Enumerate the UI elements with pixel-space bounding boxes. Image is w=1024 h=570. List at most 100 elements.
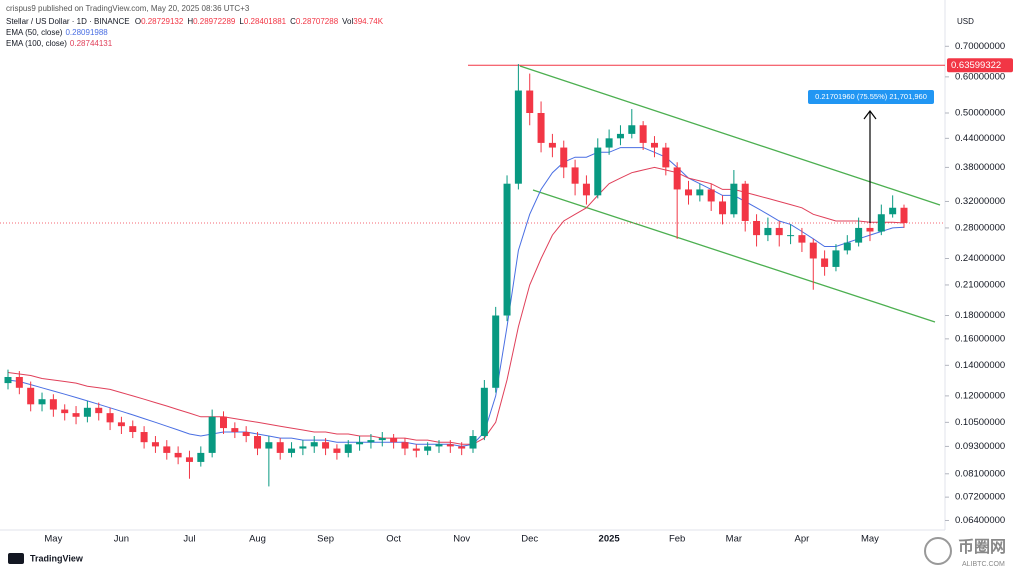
- candle-body: [435, 444, 443, 447]
- channel-lower: [532, 189, 936, 323]
- candle-body: [344, 444, 352, 453]
- x-tick-label: Mar: [726, 534, 742, 545]
- ohlc-value: 0.28401881: [243, 17, 287, 26]
- brand-logo: [8, 553, 24, 564]
- y-tick-label: 0.09300000: [955, 441, 1005, 452]
- y-tick-label: 0.44000000: [955, 133, 1005, 144]
- y-tick-label: 0.10500000: [955, 417, 1005, 428]
- y-tick-label: 0.06400000: [955, 515, 1005, 526]
- legend-name: EMA (50, close): [6, 28, 63, 37]
- candle-body: [730, 183, 738, 215]
- publisher: crispus9 published on TradingView.com, M…: [6, 4, 250, 13]
- brand: TradingView: [30, 553, 84, 563]
- y-tick-label: 0.16000000: [955, 333, 1005, 344]
- y-tick-label: 0.14000000: [955, 360, 1005, 371]
- candle-body: [378, 438, 386, 441]
- candle-body: [798, 235, 806, 243]
- level-label: 0.63599322: [951, 60, 1001, 71]
- candle-body: [61, 409, 69, 414]
- measure-label: 0.21701960 (75.55%) 21,701,960: [815, 92, 927, 101]
- candle-body: [480, 387, 488, 437]
- x-tick-label: May: [44, 534, 62, 545]
- candle-body: [866, 227, 874, 232]
- watermark-title: 币圈网: [958, 538, 1006, 556]
- candle-body: [832, 250, 840, 267]
- candle-body: [548, 142, 556, 148]
- candle-body: [560, 147, 568, 168]
- ohlc-label: H: [187, 17, 194, 26]
- legend-name: EMA (100, close): [6, 39, 67, 48]
- candle-body: [4, 376, 12, 384]
- candle-body: [242, 432, 250, 437]
- candle-body: [628, 125, 636, 134]
- candle-body: [685, 189, 693, 196]
- legend-value: 0.28091988: [65, 28, 108, 37]
- ohlc-value: 0.28707288: [295, 17, 339, 26]
- candle-body: [333, 448, 341, 453]
- x-tick-label: Dec: [521, 534, 538, 545]
- y-tick-label: 0.07200000: [955, 492, 1005, 503]
- candle-body: [412, 448, 420, 451]
- level-box: [947, 58, 1013, 73]
- candle-body: [764, 227, 772, 236]
- x-tick-label: Aug: [249, 534, 266, 545]
- candle-body: [174, 452, 182, 458]
- y-tick-label: 0.38000000: [955, 162, 1005, 173]
- x-tick-label: Apr: [795, 534, 810, 545]
- ema100-legend: EMA (100, close) 0.28744131: [6, 39, 115, 48]
- candle-body: [662, 147, 670, 168]
- candle-body: [707, 189, 715, 202]
- candle-body: [877, 214, 885, 232]
- symbol-legend: Stellar / US Dollar · 1D · BINANCE O0.28…: [6, 17, 390, 26]
- candle-body: [117, 422, 125, 427]
- x-tick-label: Nov: [453, 534, 470, 545]
- y-tick-label: 0.32000000: [955, 196, 1005, 207]
- candle-body: [696, 189, 704, 196]
- candle-body: [367, 440, 375, 443]
- ohlc-label: Vol: [342, 17, 354, 26]
- candle-body: [151, 442, 159, 447]
- candle-body: [197, 452, 205, 462]
- candle-body: [673, 167, 681, 190]
- y-tick-label: 0.50000000: [955, 108, 1005, 119]
- ohlc-value: 0.28729132: [141, 17, 184, 26]
- candle-body: [401, 442, 409, 449]
- legend-value: 0.28744131: [69, 39, 113, 48]
- candle-body: [129, 426, 137, 433]
- x-tick-label: Jun: [114, 534, 129, 545]
- candle-body: [390, 438, 398, 443]
- candle-body: [514, 90, 522, 184]
- ohlc-value: 0.28972289: [193, 17, 236, 26]
- ohlc-value: 394.74K: [353, 17, 384, 26]
- candle-body: [38, 399, 46, 405]
- y-tick-label: 0.21000000: [955, 279, 1005, 290]
- x-tick-label: Oct: [386, 534, 401, 545]
- x-tick-label: Sep: [317, 534, 334, 545]
- marks: [0, 64, 945, 487]
- candle-body: [95, 407, 103, 414]
- candle-body: [322, 442, 330, 449]
- candle-body: [809, 242, 817, 259]
- candle-body: [299, 446, 307, 449]
- candle-body: [83, 407, 91, 417]
- candle-body: [254, 436, 262, 449]
- ohlc-label: L: [239, 17, 244, 26]
- y-tick-label: 0.12000000: [955, 390, 1005, 401]
- x-tick-label: Jul: [183, 534, 195, 545]
- candle-body: [855, 227, 863, 243]
- candle-body: [753, 220, 761, 236]
- y-tick-label: 0.70000000: [955, 41, 1005, 52]
- ohlc: O0.28729132 H0.28972289 L0.28401881 C0.2870…: [135, 17, 387, 26]
- candle-body: [231, 428, 239, 433]
- candle-body: [219, 416, 227, 429]
- watermark-url: ALIBTC.COM: [962, 561, 1005, 568]
- candle-body: [616, 133, 624, 139]
- candle-body: [843, 242, 851, 251]
- candle-body: [185, 457, 193, 462]
- arrow-head: [863, 110, 877, 120]
- ema-line: [7, 147, 905, 447]
- ema-line: [7, 166, 905, 445]
- candle-body: [639, 125, 647, 143]
- candle-body: [140, 432, 148, 443]
- candle-body: [27, 387, 35, 405]
